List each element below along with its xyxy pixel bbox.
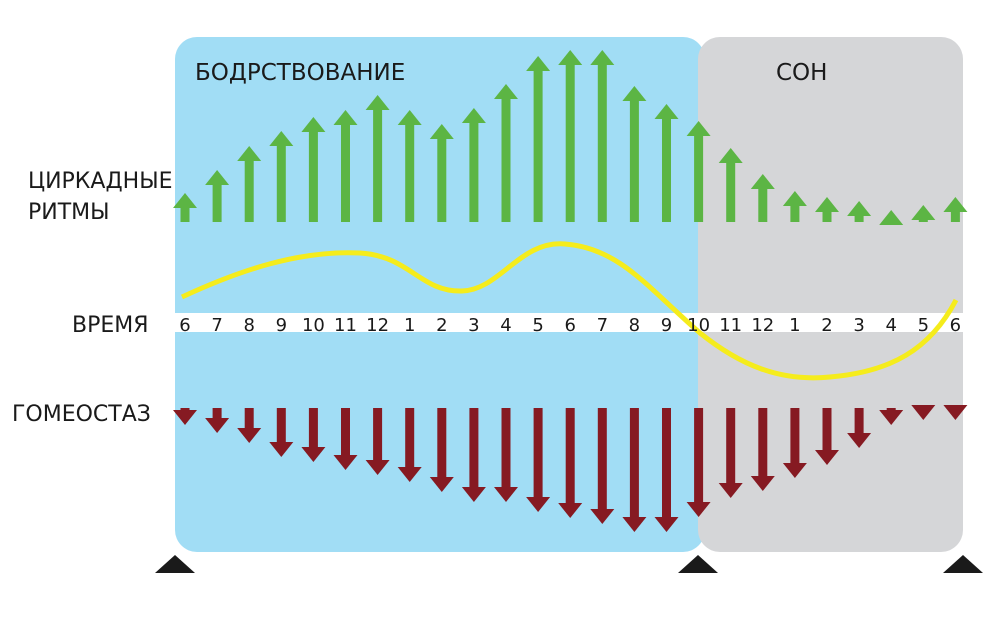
circadian-arrow xyxy=(301,117,326,222)
homeostasis-arrow xyxy=(205,408,230,433)
homeostasis-arrow xyxy=(590,408,615,524)
hour-tick-label: 9 xyxy=(661,315,672,336)
marker-wake-start xyxy=(155,555,195,573)
hour-tick-label: 6 xyxy=(950,315,961,336)
circadian-arrow xyxy=(911,205,936,222)
circadian-arrow xyxy=(365,95,390,222)
homeostasis-arrow xyxy=(461,408,486,502)
circadian-arrow xyxy=(173,193,197,222)
circadian-arrow xyxy=(205,170,230,222)
homeostasis-arrow xyxy=(269,408,294,457)
circadian-arrow xyxy=(815,197,839,222)
homeostasis-arrow xyxy=(333,408,358,470)
homeostasis-arrow xyxy=(365,408,390,475)
homeostasis-arrow xyxy=(815,408,839,465)
circadian-arrow xyxy=(333,110,358,222)
homeostasis-arrow xyxy=(622,408,647,532)
hour-tick-label: 4 xyxy=(885,315,896,336)
circadian-arrow xyxy=(397,110,422,222)
circadian-arrow xyxy=(558,50,583,222)
homeostasis-arrow xyxy=(943,405,968,420)
circadian-arrow xyxy=(943,197,968,222)
circadian-arrow xyxy=(686,121,711,222)
hour-tick-label: 11 xyxy=(719,315,742,336)
process-curve xyxy=(180,241,959,381)
hour-tick-label: 1 xyxy=(789,315,800,336)
circadian-arrow xyxy=(782,191,807,222)
homeostasis-arrow xyxy=(718,408,743,498)
homeostasis-arrow xyxy=(429,408,454,492)
circadian-arrow xyxy=(494,84,518,222)
circadian-arrow xyxy=(879,210,904,225)
circadian-label-line1: ЦИРКАДНЫЕ xyxy=(28,169,173,194)
circadian-arrow xyxy=(526,56,551,222)
circadian-arrow xyxy=(237,146,262,222)
homeostasis-arrow xyxy=(173,408,197,425)
homeostasis-arrow xyxy=(686,408,711,517)
circadian-label-line2: РИТМЫ xyxy=(28,200,110,225)
wake-label: БОДРСТВОВАНИЕ xyxy=(195,60,405,86)
circadian-arrow xyxy=(750,174,775,222)
hour-tick-label: 4 xyxy=(500,315,511,336)
homeostasis-arrow xyxy=(558,408,583,518)
circadian-arrow xyxy=(461,108,486,222)
homeostasis-arrow xyxy=(526,408,551,512)
hour-tick-label: 10 xyxy=(302,315,325,336)
hour-tick-label: 9 xyxy=(276,315,287,336)
homeostasis-arrow xyxy=(750,408,775,491)
homeostasis-label: ГОМЕОСТАЗ xyxy=(12,402,151,427)
hour-tick-label: 11 xyxy=(334,315,357,336)
marker-sleep-start xyxy=(678,555,718,573)
hour-tick-label: 5 xyxy=(918,315,929,336)
circadian-arrow xyxy=(654,104,679,222)
circadian-arrow xyxy=(622,86,647,222)
homeostasis-arrow xyxy=(237,408,262,443)
homeostasis-arrow xyxy=(911,405,936,420)
circadian-arrow xyxy=(429,124,454,222)
hour-tick-label: 8 xyxy=(243,315,254,336)
hour-tick-label: 3 xyxy=(468,315,479,336)
circadian-arrow xyxy=(718,148,743,222)
circadian-arrow xyxy=(590,50,615,222)
sleep-label: СОН xyxy=(776,60,827,86)
hour-tick-label: 1 xyxy=(404,315,415,336)
hour-tick-label: 7 xyxy=(597,315,608,336)
hour-tick-label: 2 xyxy=(436,315,447,336)
homeostasis-arrow xyxy=(397,408,422,482)
homeostasis-arrow xyxy=(301,408,326,462)
hour-tick-label: 12 xyxy=(751,315,774,336)
hour-tick-label: 10 xyxy=(687,315,710,336)
hour-tick-label: 7 xyxy=(211,315,222,336)
hour-tick-label: 8 xyxy=(629,315,640,336)
hour-tick-label: 6 xyxy=(564,315,575,336)
homeostasis-arrow xyxy=(847,408,872,448)
sleep-panel xyxy=(698,37,963,552)
time-label: ВРЕМЯ xyxy=(72,313,149,338)
homeostasis-arrow xyxy=(879,408,904,425)
time-band xyxy=(170,313,970,332)
hour-tick-label: 5 xyxy=(532,315,543,336)
marker-sleep-end xyxy=(943,555,983,573)
hour-tick-label: 6 xyxy=(179,315,190,336)
homeostasis-arrow xyxy=(494,408,518,502)
homeostasis-arrow xyxy=(654,408,679,532)
circadian-arrow xyxy=(847,201,872,222)
homeostasis-arrow xyxy=(782,408,807,478)
hour-tick-label: 2 xyxy=(821,315,832,336)
hour-tick-label: 12 xyxy=(366,315,389,336)
hour-tick-label: 3 xyxy=(853,315,864,336)
circadian-arrow xyxy=(269,131,294,222)
